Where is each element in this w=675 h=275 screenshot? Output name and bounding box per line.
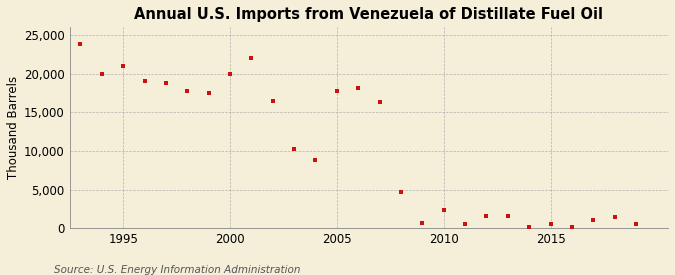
Point — [310, 158, 321, 163]
Point — [438, 207, 449, 212]
Point — [75, 42, 86, 46]
Point — [289, 147, 300, 152]
Title: Annual U.S. Imports from Venezuela of Distillate Fuel Oil: Annual U.S. Imports from Venezuela of Di… — [134, 7, 603, 22]
Point — [161, 81, 171, 85]
Point — [117, 64, 128, 68]
Point — [267, 98, 278, 103]
Point — [97, 72, 107, 76]
Text: Source: U.S. Energy Information Administration: Source: U.S. Energy Information Administ… — [54, 265, 300, 275]
Point — [588, 218, 599, 223]
Point — [182, 89, 192, 94]
Point — [225, 72, 236, 76]
Point — [246, 56, 256, 60]
Point — [139, 79, 150, 84]
Point — [460, 221, 470, 226]
Point — [203, 91, 214, 95]
Point — [396, 190, 406, 194]
Point — [545, 221, 556, 226]
Point — [353, 86, 364, 90]
Point — [566, 225, 577, 230]
Y-axis label: Thousand Barrels: Thousand Barrels — [7, 76, 20, 179]
Point — [481, 214, 492, 218]
Point — [331, 89, 342, 94]
Point — [502, 214, 513, 218]
Point — [417, 221, 428, 225]
Point — [630, 222, 641, 227]
Point — [610, 214, 620, 219]
Point — [524, 225, 535, 230]
Point — [374, 100, 385, 104]
